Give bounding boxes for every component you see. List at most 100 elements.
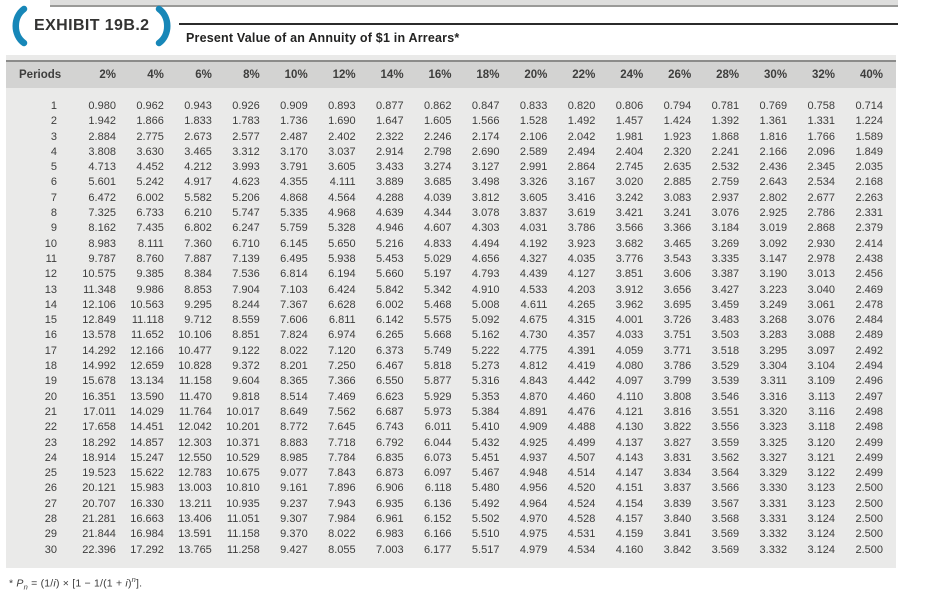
value-cell: 12.303	[178, 436, 212, 449]
value-cell: 4.355	[280, 176, 308, 189]
period-cell: 14	[44, 298, 57, 311]
value-cell: 4.080	[615, 360, 644, 373]
value-cell: 0.877	[376, 100, 404, 112]
value-cell: 12.849	[82, 314, 116, 327]
value-cell: 4.843	[519, 375, 548, 388]
value-cell: 11.051	[226, 513, 260, 526]
value-cell: 3.433	[376, 161, 404, 174]
value-cell: 2.166	[759, 145, 788, 158]
value-cell: 4.623	[232, 176, 260, 189]
value-cell: 4.097	[615, 375, 644, 388]
value-cell: 3.020	[615, 176, 644, 189]
rate-header: 10%	[272, 60, 321, 88]
table-row: 16 13.578 11.652 10.106 8.851 7.824 6.974 6.265…	[6, 328, 896, 343]
value-cell: 1.736	[280, 115, 308, 128]
value-cell: 12.106	[82, 298, 116, 311]
value-cell: 0.714	[855, 100, 883, 112]
value-cell: 5.335	[280, 207, 308, 220]
value-cell: 3.962	[615, 298, 644, 311]
value-cell: 5.316	[471, 375, 500, 388]
value-cell: 11.158	[178, 375, 212, 388]
value-cell: 1.392	[711, 115, 740, 128]
value-cell: 3.839	[663, 497, 692, 510]
value-cell: 7.562	[328, 405, 356, 418]
value-cell: 7.645	[328, 421, 356, 434]
value-cell: 9.295	[184, 298, 212, 311]
value-cell: 4.327	[519, 252, 548, 265]
value-cell: 5.029	[423, 252, 452, 265]
value-cell: 5.451	[471, 451, 500, 464]
value-cell: 5.582	[184, 191, 212, 204]
value-cell: 2.978	[807, 252, 835, 265]
value-cell: 3.167	[567, 176, 596, 189]
value-cell: 4.460	[567, 390, 596, 403]
value-cell: 4.970	[519, 513, 548, 526]
value-cell: 7.784	[328, 451, 356, 464]
value-cell: 8.772	[280, 421, 308, 434]
footnote-mid: ) × [1 − 1/(1 +	[55, 577, 126, 590]
table-row: 18 14.992 12.659 10.828 9.372 8.201 7.250 6.467…	[6, 359, 896, 374]
value-cell: 2.500	[855, 497, 883, 510]
value-cell: 2.496	[855, 375, 883, 388]
value-cell: 4.154	[615, 497, 644, 510]
value-cell: 3.104	[807, 360, 835, 373]
value-cell: 3.078	[471, 207, 500, 220]
value-cell: 7.984	[328, 513, 356, 526]
period-cell: 20	[44, 390, 57, 403]
value-cell: 3.606	[663, 268, 692, 281]
value-cell: 11.258	[226, 543, 260, 556]
value-cell: 3.543	[663, 252, 692, 265]
value-cell: 3.569	[711, 528, 740, 541]
value-cell: 16.351	[82, 390, 116, 403]
period-cell: 7	[50, 191, 57, 204]
period-cell: 13	[44, 283, 57, 296]
value-cell: 0.909	[280, 100, 308, 112]
value-cell: 6.811	[328, 314, 356, 327]
value-cell: 10.201	[226, 421, 260, 434]
value-cell: 2.925	[759, 207, 788, 220]
value-cell: 5.342	[423, 283, 452, 296]
value-cell: 0.820	[567, 100, 596, 112]
value-cell: 6.011	[424, 421, 452, 434]
value-cell: 6.373	[376, 344, 404, 357]
value-cell: 2.402	[328, 130, 356, 143]
value-cell: 4.059	[615, 344, 644, 357]
value-cell: 13.003	[178, 482, 212, 495]
value-cell: 12.042	[178, 421, 212, 434]
value-cell: 3.551	[711, 405, 740, 418]
rate-header: 32%	[800, 60, 848, 88]
value-cell: 6.935	[376, 497, 404, 510]
value-cell: 9.986	[136, 283, 164, 296]
value-cell: 3.061	[807, 298, 835, 311]
value-cell: 7.367	[280, 298, 308, 311]
rate-header: 6%	[176, 60, 225, 88]
table-row: 7 6.472 6.002 5.582 5.206 4.868 4.564 4.288 4.03…	[6, 191, 896, 206]
value-cell: 10.371	[226, 436, 260, 449]
value-cell: 4.639	[376, 207, 404, 220]
value-cell: 6.835	[376, 451, 404, 464]
value-cell: 8.760	[136, 252, 164, 265]
value-cell: 9.161	[280, 482, 308, 495]
value-cell: 2.345	[807, 161, 835, 174]
value-cell: 3.325	[759, 436, 788, 449]
value-cell: 3.124	[807, 513, 835, 526]
value-cell: 2.404	[615, 145, 644, 158]
table-row: 29 21.844 16.984 13.591 11.158 9.370 8.022 6.98…	[6, 527, 896, 542]
value-cell: 1.783	[232, 115, 260, 128]
table-row: 24 18.914 15.247 12.550 10.529 8.985 7.784 6.83…	[6, 451, 896, 466]
value-cell: 9.787	[88, 252, 116, 265]
value-cell: 4.031	[519, 222, 548, 235]
value-cell: 1.331	[807, 115, 835, 128]
value-cell: 4.265	[567, 298, 596, 311]
value-cell: 4.968	[328, 207, 356, 220]
value-cell: 5.008	[471, 298, 500, 311]
value-cell: 4.391	[567, 344, 596, 357]
value-cell: 0.943	[184, 100, 212, 112]
value-cell: 3.120	[807, 436, 835, 449]
rate-header: 28%	[704, 60, 753, 88]
value-cell: 1.816	[759, 130, 788, 143]
table-row: 19 15.678 13.134 11.158 9.604 8.365 7.366 6.550…	[6, 374, 896, 389]
value-cell: 2.174	[471, 130, 500, 143]
value-cell: 11.118	[131, 314, 164, 327]
value-cell: 3.539	[711, 375, 740, 388]
